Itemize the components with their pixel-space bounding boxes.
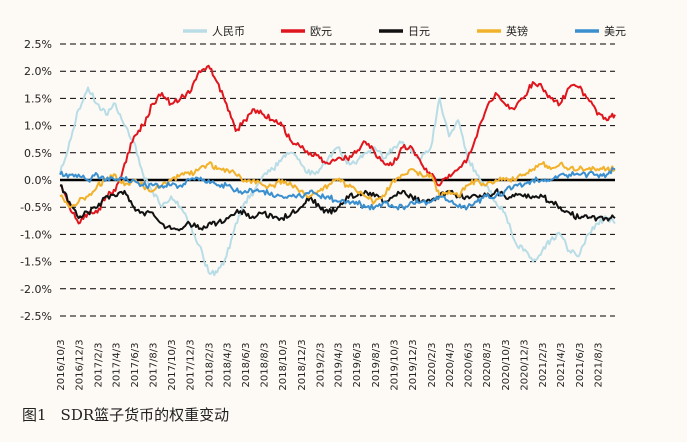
y-axis: 2.5% 2.0% 1.5% 1.0% 0.5% 0.0% -0.5% -1.0% -1.5% -… bbox=[20, 38, 52, 323]
y-tick-label: -1.0% bbox=[20, 228, 52, 241]
series-line-5 bbox=[59, 167, 616, 211]
x-tick-label: 2016/12/3 bbox=[75, 339, 86, 390]
caption-title: SDR篮子货币的权重变动 bbox=[60, 406, 230, 424]
y-tick-label: 2.0% bbox=[24, 65, 52, 78]
series-lines bbox=[59, 64, 616, 277]
y-tick-label: -0.5% bbox=[20, 201, 52, 214]
x-tick-label: 2018/6/3 bbox=[241, 343, 252, 388]
x-tick-label: 2017/12/3 bbox=[186, 339, 197, 390]
y-tick-label: 2.5% bbox=[24, 38, 52, 51]
caption-number: 图1 bbox=[22, 406, 47, 424]
y-tick-label: 1.5% bbox=[24, 92, 52, 105]
series-line-3 bbox=[59, 184, 616, 232]
legend-label: 英镑 bbox=[506, 24, 528, 38]
x-tick-label: 2019/12/3 bbox=[408, 339, 419, 390]
y-tick-label: -2.0% bbox=[20, 283, 52, 296]
x-tick-label: 2018/8/3 bbox=[260, 343, 271, 388]
x-tick-label: 2017/6/3 bbox=[130, 343, 141, 388]
y-tick-label: -2.5% bbox=[20, 310, 52, 323]
x-tick-label: 2016/10/3 bbox=[56, 339, 67, 390]
x-tick-label: 2020/6/3 bbox=[464, 343, 475, 388]
x-tick-label: 2020/10/3 bbox=[501, 339, 512, 390]
legend: 人民币 欧元 日元 英镑 美元 bbox=[183, 24, 626, 38]
x-tick-label: 2018/12/3 bbox=[297, 339, 308, 390]
x-tick-label: 2018/2/3 bbox=[205, 343, 216, 388]
x-tick-label: 2021/4/3 bbox=[556, 343, 567, 388]
x-tick-label: 2020/8/3 bbox=[482, 343, 493, 388]
y-tick-label: 0.0% bbox=[24, 174, 52, 187]
x-tick-label: 2019/10/3 bbox=[389, 339, 400, 390]
x-tick-label: 2017/8/3 bbox=[149, 343, 160, 388]
x-tick-label: 2017/10/3 bbox=[167, 339, 178, 390]
y-tick-label: -1.5% bbox=[20, 256, 52, 269]
x-tick-label: 2020/4/3 bbox=[445, 343, 456, 388]
x-tick-label: 2018/4/3 bbox=[223, 343, 234, 388]
x-tick-label: 2019/6/3 bbox=[352, 343, 363, 388]
series-line-4 bbox=[59, 161, 616, 209]
y-tick-label: 0.5% bbox=[24, 147, 52, 160]
series-line-2 bbox=[59, 64, 616, 225]
line-chart: 2.5% 2.0% 1.5% 1.0% 0.5% 0.0% -0.5% -1.0% -1.5% -… bbox=[20, 24, 626, 391]
legend-label: 美元 bbox=[604, 25, 626, 38]
x-tick-label: 2019/8/3 bbox=[371, 343, 382, 388]
legend-label: 欧元 bbox=[310, 25, 332, 38]
y-tick-label: 1.0% bbox=[24, 120, 52, 133]
x-axis: 2016/10/3 2016/12/3 2017/2/3 2017/4/3 2017/6… bbox=[56, 339, 604, 390]
x-tick-label: 2020/2/3 bbox=[427, 343, 438, 388]
legend-label: 人民币 bbox=[212, 25, 245, 38]
legend-label: 日元 bbox=[408, 25, 430, 38]
x-tick-label: 2017/2/3 bbox=[93, 343, 104, 388]
x-tick-label: 2019/2/3 bbox=[316, 343, 327, 388]
x-tick-label: 2021/2/3 bbox=[538, 343, 549, 388]
x-tick-label: 2021/8/3 bbox=[593, 343, 604, 388]
figure-caption: 图1 SDR篮子货币的权重变动 bbox=[22, 404, 243, 425]
x-tick-label: 2019/4/3 bbox=[334, 343, 345, 388]
x-tick-label: 2020/12/3 bbox=[519, 339, 530, 390]
x-tick-label: 2021/6/3 bbox=[575, 343, 586, 388]
x-tick-label: 2018/10/3 bbox=[278, 339, 289, 390]
x-tick-label: 2017/4/3 bbox=[111, 343, 122, 388]
